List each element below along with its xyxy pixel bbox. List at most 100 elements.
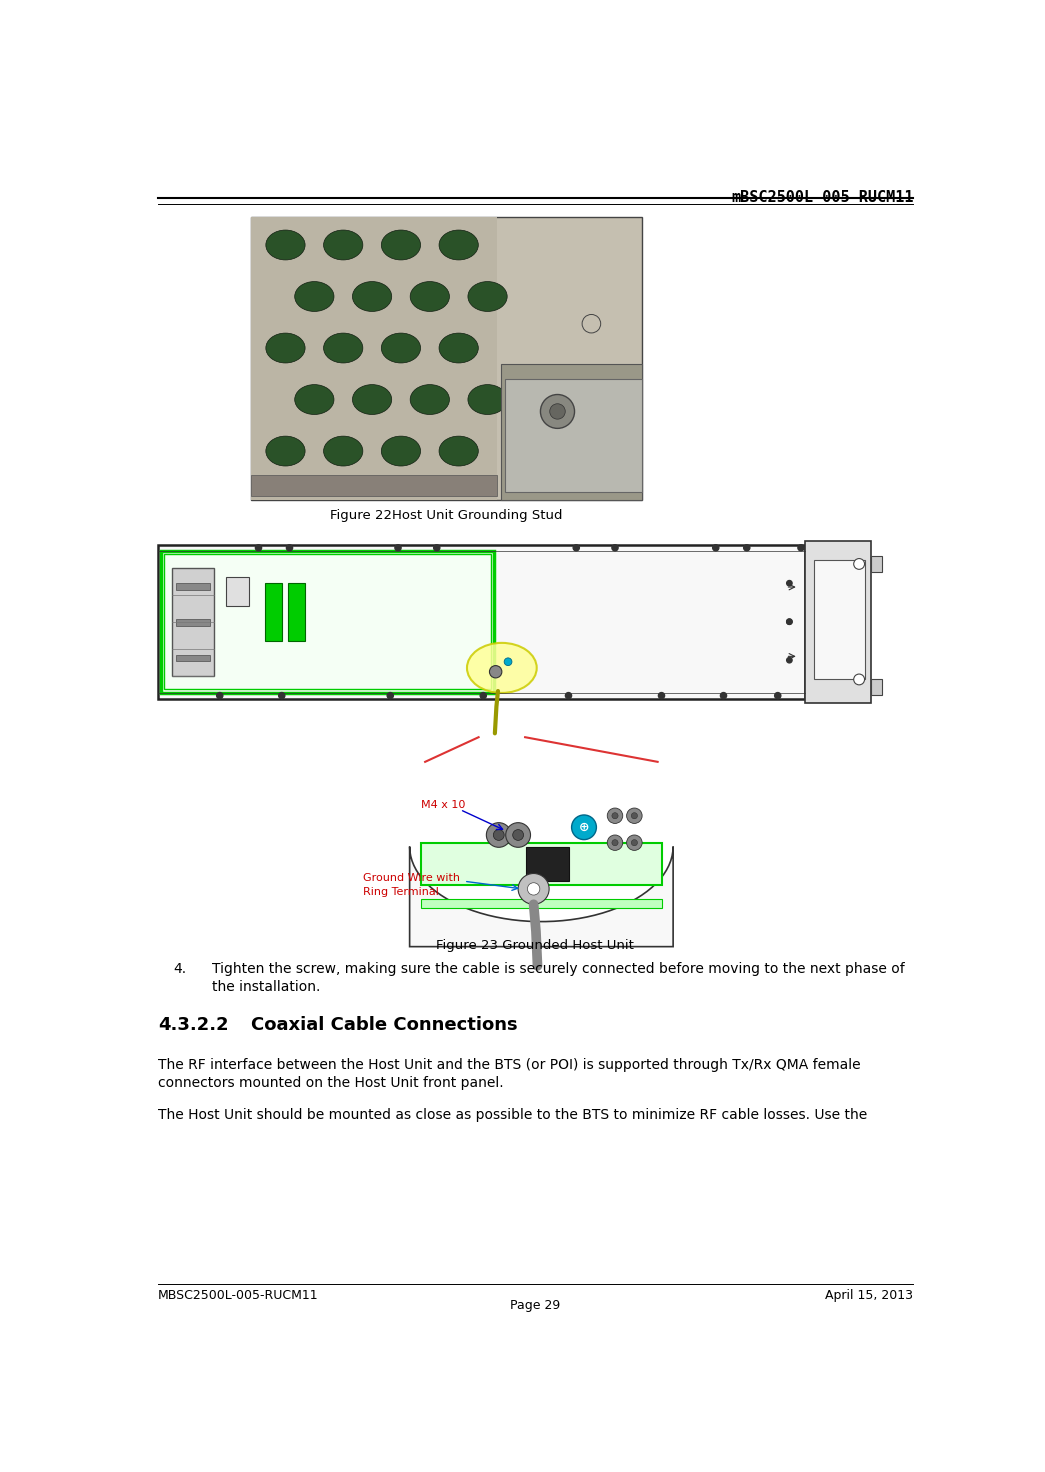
Text: The RF interface between the Host Unit and the BTS (or POI) is supported through: The RF interface between the Host Unit a… <box>158 1058 860 1072</box>
Text: connectors mounted on the Host Unit front panel.: connectors mounted on the Host Unit fron… <box>158 1076 504 1089</box>
Bar <box>251 216 642 500</box>
Bar <box>176 583 210 590</box>
Ellipse shape <box>352 384 392 415</box>
Circle shape <box>528 883 540 895</box>
Circle shape <box>395 545 401 551</box>
Circle shape <box>631 813 637 818</box>
Bar <box>176 655 210 661</box>
Ellipse shape <box>295 384 334 415</box>
Circle shape <box>854 674 864 684</box>
Circle shape <box>255 545 261 551</box>
Circle shape <box>631 839 637 846</box>
Bar <box>264 583 282 640</box>
Ellipse shape <box>467 643 537 693</box>
Text: The Host Unit should be mounted as close as possible to the BTS to minimize RF c: The Host Unit should be mounted as close… <box>158 1108 867 1122</box>
Text: Ground Wire with
Ring Terminal: Ground Wire with Ring Terminal <box>363 873 460 896</box>
Bar <box>814 561 864 680</box>
Bar <box>421 842 661 885</box>
Ellipse shape <box>381 230 420 261</box>
Circle shape <box>286 545 293 551</box>
Ellipse shape <box>439 436 479 467</box>
Circle shape <box>216 692 223 699</box>
Circle shape <box>607 808 623 823</box>
Circle shape <box>787 620 792 624</box>
Circle shape <box>506 823 531 848</box>
Bar <box>870 680 882 695</box>
Circle shape <box>627 835 642 851</box>
Text: mBSC2500L-005-RUCM11: mBSC2500L-005-RUCM11 <box>730 190 913 206</box>
Text: ⊕: ⊕ <box>579 821 589 833</box>
Ellipse shape <box>265 333 305 364</box>
Bar <box>870 556 882 571</box>
Text: April 15, 2013: April 15, 2013 <box>826 1289 913 1303</box>
Circle shape <box>798 545 804 551</box>
Circle shape <box>565 692 572 699</box>
Ellipse shape <box>295 281 334 312</box>
Circle shape <box>787 658 792 662</box>
Circle shape <box>513 830 524 841</box>
Ellipse shape <box>352 281 392 312</box>
Circle shape <box>744 545 750 551</box>
Circle shape <box>612 545 618 551</box>
Bar <box>505 380 642 492</box>
Circle shape <box>787 620 792 624</box>
Text: Figure 22Host Unit Grounding Stud: Figure 22Host Unit Grounding Stud <box>330 509 562 523</box>
Circle shape <box>573 545 579 551</box>
Bar <box>164 553 491 689</box>
Bar <box>171 568 214 676</box>
Ellipse shape <box>439 333 479 364</box>
Circle shape <box>607 835 623 851</box>
Circle shape <box>489 665 502 679</box>
Circle shape <box>279 692 285 699</box>
Ellipse shape <box>439 230 479 261</box>
Text: Page 29: Page 29 <box>510 1300 560 1313</box>
Bar <box>805 540 870 702</box>
Circle shape <box>518 873 549 904</box>
PathPatch shape <box>410 846 673 946</box>
Bar <box>421 899 661 908</box>
Circle shape <box>504 658 512 665</box>
Bar <box>176 620 210 626</box>
Ellipse shape <box>381 333 420 364</box>
Bar <box>251 216 497 500</box>
Bar <box>226 577 249 606</box>
Ellipse shape <box>324 436 363 467</box>
Ellipse shape <box>468 281 507 312</box>
Circle shape <box>486 823 511 848</box>
Ellipse shape <box>265 436 305 467</box>
Text: MBSC2500L-005-RUCM11: MBSC2500L-005-RUCM11 <box>158 1289 319 1303</box>
Ellipse shape <box>324 230 363 261</box>
Ellipse shape <box>324 333 363 364</box>
Text: 4.: 4. <box>173 963 186 976</box>
Circle shape <box>658 692 665 699</box>
Text: M4 x 10: M4 x 10 <box>421 801 466 811</box>
Circle shape <box>572 815 597 839</box>
Bar <box>526 846 568 882</box>
Circle shape <box>854 558 864 570</box>
Circle shape <box>480 692 486 699</box>
Circle shape <box>493 830 504 841</box>
Bar <box>501 364 642 500</box>
Circle shape <box>434 545 440 551</box>
Circle shape <box>550 403 565 420</box>
Ellipse shape <box>381 436 420 467</box>
Ellipse shape <box>265 230 305 261</box>
Bar <box>288 583 305 640</box>
Circle shape <box>787 580 792 586</box>
Text: Tighten the screw, making sure the cable is securely connected before moving to : Tighten the screw, making sure the cable… <box>212 963 905 976</box>
Circle shape <box>612 839 618 846</box>
Circle shape <box>540 394 575 428</box>
Text: the installation.: the installation. <box>212 980 321 994</box>
Circle shape <box>720 692 726 699</box>
Circle shape <box>774 692 781 699</box>
Bar <box>158 545 805 699</box>
Bar <box>161 551 494 692</box>
Text: Coaxial Cable Connections: Coaxial Cable Connections <box>251 1016 517 1033</box>
Ellipse shape <box>411 384 449 415</box>
Circle shape <box>387 692 393 699</box>
Bar <box>251 474 497 496</box>
Circle shape <box>627 808 642 823</box>
Text: 4.3.2.2: 4.3.2.2 <box>158 1016 229 1033</box>
Text: Figure 23 Grounded Host Unit: Figure 23 Grounded Host Unit <box>436 939 634 952</box>
Ellipse shape <box>411 281 449 312</box>
